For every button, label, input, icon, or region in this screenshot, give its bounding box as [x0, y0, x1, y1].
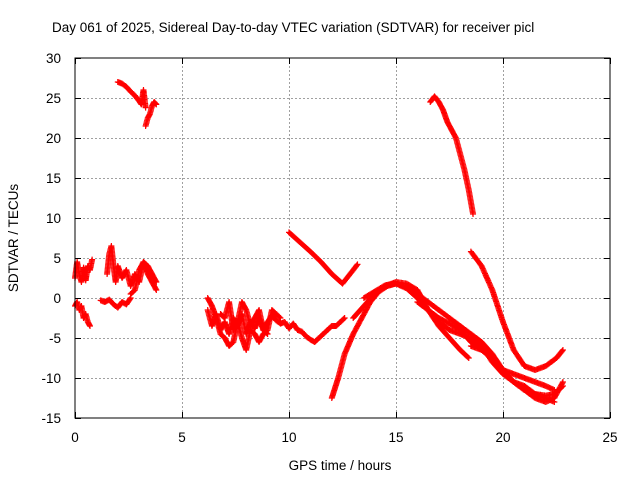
x-tick-label: 15: [388, 430, 403, 445]
data-point: [551, 399, 558, 405]
y-tick-label: -15: [41, 411, 61, 426]
data-point-fill: [559, 348, 566, 354]
x-tick-label: 25: [602, 430, 617, 445]
y-tick-label: -10: [41, 371, 61, 386]
y-tick-label: 0: [53, 291, 61, 306]
data-point: [354, 261, 361, 268]
data-point-fill: [126, 296, 133, 303]
data-point-fill: [464, 354, 471, 361]
data-point-fill: [340, 315, 347, 322]
data-point: [559, 347, 566, 353]
y-tick-label: 10: [46, 211, 61, 226]
data-point: [470, 211, 477, 217]
data-point: [153, 287, 160, 293]
data-points: [72, 79, 566, 405]
y-tick-label: -5: [49, 331, 61, 346]
data-point: [153, 279, 160, 285]
series-track-p: [467, 343, 558, 393]
series-track-g: [142, 99, 160, 129]
x-tick-label: 20: [495, 430, 510, 445]
data-point-fill: [152, 285, 159, 292]
y-axis-label: SDTVAR / TECUs: [6, 184, 21, 293]
data-point: [86, 323, 93, 329]
x-tick-label: 10: [281, 430, 296, 445]
data-point-fill: [152, 277, 159, 284]
y-tick-label: 5: [53, 251, 61, 266]
y-tick-label: 30: [46, 51, 61, 66]
x-tick-label: 5: [178, 430, 186, 445]
plot-frame: [74, 57, 611, 419]
data-point-fill: [558, 383, 565, 390]
data-point: [89, 256, 96, 263]
y-tick-label: 20: [46, 131, 61, 146]
data-point: [551, 387, 558, 393]
series-track-e: [127, 259, 160, 297]
data-point: [153, 101, 160, 108]
data-point-fill: [353, 262, 360, 269]
data-point: [465, 355, 472, 361]
series-track-r: [427, 93, 477, 217]
data-point: [264, 331, 271, 337]
data-point: [142, 104, 149, 111]
y-tick-label: 15: [46, 171, 61, 186]
chart-title: Day 061 of 2025, Sidereal Day-to-day VTE…: [52, 20, 534, 35]
series-track-j: [217, 299, 271, 337]
y-tick-label: 25: [46, 91, 61, 106]
series-track-q: [467, 248, 566, 373]
axis-ticks: 0 5 10 15 20 25 -15 -10 -5 0 5 10 15 20 25 30: [41, 51, 617, 445]
data-point: [341, 315, 348, 321]
data-point-fill: [152, 100, 159, 107]
series-track-k: [286, 229, 361, 287]
data-point: [559, 383, 566, 389]
data-point-fill: [263, 330, 270, 337]
data-point-fill: [276, 314, 283, 321]
x-tick-label: 0: [71, 430, 79, 445]
data-point: [277, 315, 284, 321]
series-track-f: [114, 79, 149, 111]
x-axis-label: GPS time / hours: [289, 458, 392, 473]
series-track-c: [97, 295, 134, 311]
